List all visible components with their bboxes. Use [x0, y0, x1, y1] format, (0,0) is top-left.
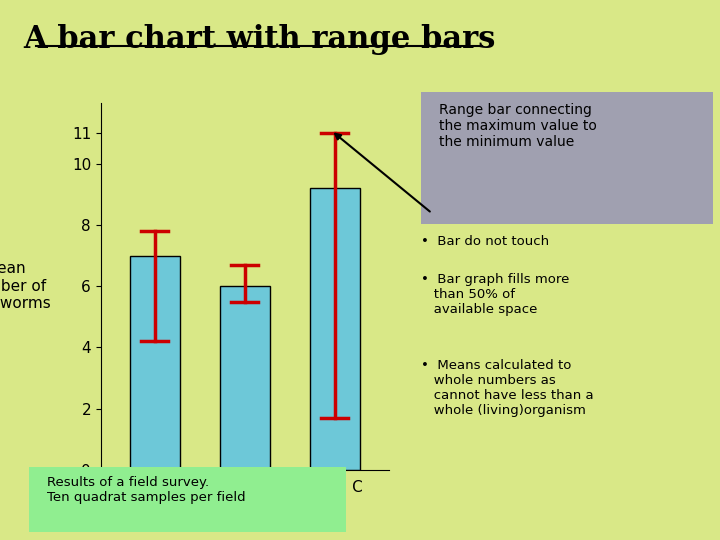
Text: •  Means calculated to
   whole numbers as
   cannot have less than a
   whole (: • Means calculated to whole numbers as c…: [421, 359, 594, 417]
Y-axis label: Mean
Number of
earthworms: Mean Number of earthworms: [0, 261, 51, 311]
Text: A bar chart with range bars: A bar chart with range bars: [23, 24, 495, 55]
Text: Results of a field survey.
Ten quadrat samples per field: Results of a field survey. Ten quadrat s…: [47, 476, 246, 504]
Bar: [220, 286, 269, 470]
Text: Range bar connecting
the maximum value to
the minimum value: Range bar connecting the maximum value t…: [439, 103, 597, 149]
Text: •  Bar do not touch: • Bar do not touch: [421, 235, 549, 248]
Bar: [310, 188, 359, 470]
Bar: [130, 255, 179, 470]
Text: •  Bar graph fills more
   than 50% of
   available space: • Bar graph fills more than 50% of avail…: [421, 273, 570, 316]
